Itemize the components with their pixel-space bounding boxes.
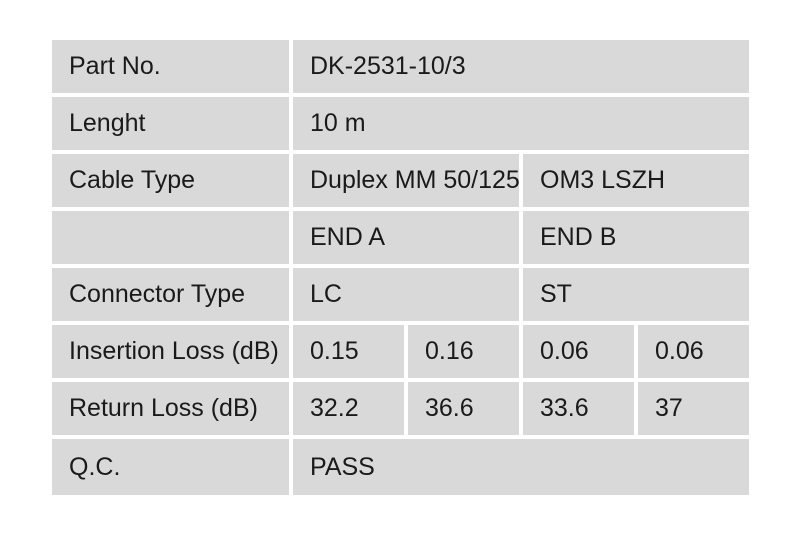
length-label-cell: Lenght — [52, 97, 289, 150]
connector-type-label-cell: Connector Type — [52, 268, 289, 321]
end-b-header-cell: END B — [523, 211, 749, 264]
return-loss-label-cell: Return Loss (dB) — [52, 382, 289, 435]
insertion-loss-value-cell-4: 0.06 — [638, 325, 749, 378]
qc-label-cell: Q.C. — [52, 439, 289, 495]
insertion-loss-label-cell: Insertion Loss (dB) — [52, 325, 289, 378]
length-value-cell: 10 m — [293, 97, 749, 150]
cable-type-value-cell-2: OM3 LSZH — [523, 154, 749, 207]
return-loss-value-cell-1: 32.2 — [293, 382, 404, 435]
return-loss-value-cell-3: 33.6 — [523, 382, 634, 435]
connector-type-end-a-cell: LC — [293, 268, 519, 321]
insertion-loss-value-cell-2: 0.16 — [408, 325, 519, 378]
connector-type-end-b-cell: ST — [523, 268, 749, 321]
return-loss-value-cell-4: 37 — [638, 382, 749, 435]
spec-table: Part No. DK-2531-10/3 Lenght 10 m Cable … — [52, 40, 749, 495]
part-no-label-cell: Part No. — [52, 40, 289, 93]
return-loss-value-cell-2: 36.6 — [408, 382, 519, 435]
insertion-loss-value-cell-1: 0.15 — [293, 325, 404, 378]
end-header-empty-cell — [52, 211, 289, 264]
end-a-header-cell: END A — [293, 211, 519, 264]
insertion-loss-value-cell-3: 0.06 — [523, 325, 634, 378]
cable-type-value-cell-1: Duplex MM 50/125 — [293, 154, 520, 207]
part-no-value-cell: DK-2531-10/3 — [293, 40, 749, 93]
cable-type-label-cell: Cable Type — [52, 154, 289, 207]
qc-value-cell: PASS — [293, 439, 749, 495]
